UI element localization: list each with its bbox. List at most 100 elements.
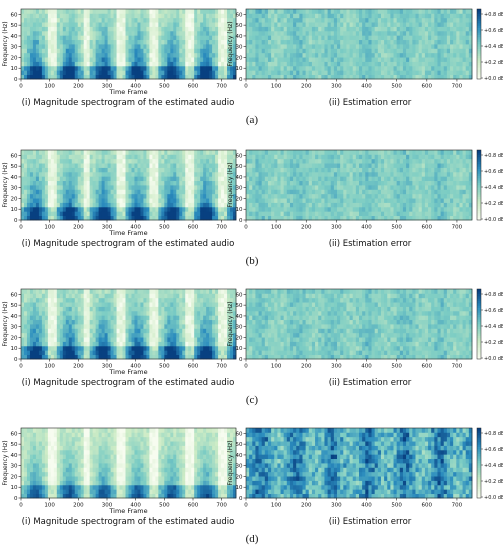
heatmap-cell (77, 9, 82, 14)
heatmap-cell (459, 198, 463, 203)
heatmap-cell (161, 154, 165, 160)
heatmap-cell (246, 26, 250, 32)
heatmap-cell (396, 185, 401, 190)
heatmap-cell (233, 52, 237, 58)
heatmap-cell (212, 9, 216, 14)
heatmap-cell (368, 70, 372, 76)
heatmap-cell (29, 354, 34, 360)
heatmap-cell (65, 9, 70, 14)
heatmap-cell (271, 13, 275, 19)
heatmap-cell (221, 176, 225, 182)
heatmap-cell (32, 215, 37, 221)
heatmap-cell (170, 13, 174, 19)
heatmap-cell (377, 180, 382, 186)
heatmap-cell (218, 150, 222, 155)
heatmap-cell (393, 9, 398, 14)
heatmap-cell (197, 9, 201, 14)
heatmap-cell (468, 202, 473, 208)
heatmap-cell (155, 9, 159, 14)
heatmap-cell (252, 65, 256, 71)
heatmap-cell (29, 337, 34, 342)
heatmap-cell (387, 185, 391, 190)
heatmap-cell (227, 44, 231, 49)
heatmap-cell (352, 211, 357, 217)
heatmap-cell (233, 163, 237, 168)
y-tick-label: 30 (236, 186, 243, 192)
heatmap-cell (399, 48, 404, 54)
heatmap-cell (387, 158, 391, 164)
heatmap-cell (377, 44, 382, 49)
heatmap-cell (390, 57, 394, 62)
heatmap-cell (305, 167, 310, 173)
heatmap-cell (188, 154, 192, 160)
heatmap-cell (32, 319, 37, 325)
heatmap-cell (155, 48, 159, 54)
heatmap-cell (53, 176, 58, 182)
heatmap-cell (83, 52, 88, 58)
heatmap-cell (402, 150, 407, 155)
heatmap-cell (209, 52, 213, 58)
heatmap-cell (453, 65, 457, 71)
heatmap-cell (456, 163, 460, 168)
heatmap-cell (396, 176, 401, 182)
heatmap-cell (415, 158, 420, 164)
heatmap-cell (209, 211, 213, 217)
heatmap-cell (65, 206, 70, 212)
heatmap-cell (333, 202, 338, 208)
heatmap-cell (95, 13, 100, 19)
heatmap-cell (191, 189, 195, 195)
heatmap-cell (453, 44, 457, 49)
heatmap-cell (230, 26, 234, 32)
heatmap-cell (450, 206, 454, 212)
heatmap-cell (92, 17, 97, 23)
heatmap-cell (92, 52, 97, 58)
heatmap-cell (308, 9, 313, 14)
heatmap-cell (89, 202, 94, 208)
heatmap-cell (59, 22, 64, 27)
heatmap-cell (56, 198, 61, 203)
heatmap-cell (418, 189, 423, 195)
heatmap-cells (21, 9, 237, 80)
heatmap-cell (390, 176, 394, 182)
heatmap-cell (80, 206, 85, 212)
heatmap-cell (318, 30, 322, 36)
heatmap-cell (230, 163, 234, 168)
heatmap-cell (333, 211, 338, 217)
heatmap-cell (44, 297, 49, 303)
heatmap-cell (346, 35, 350, 41)
heatmap-cell (161, 26, 165, 32)
heatmap-cell (68, 52, 73, 58)
heatmap-cell (321, 176, 325, 182)
heatmap-cell (65, 13, 70, 19)
heatmap-cell (277, 26, 281, 32)
heatmap-cell (23, 354, 28, 360)
heatmap-cell (164, 202, 168, 208)
x-tick-label: 0 (19, 225, 23, 231)
heatmap-cell (380, 74, 385, 80)
heatmap-cell (280, 39, 285, 45)
heatmap-cell (113, 215, 117, 221)
heatmap-cell (44, 70, 49, 76)
heatmap-cell (289, 163, 294, 168)
heatmap-cell (346, 22, 350, 27)
heatmap-cell (71, 74, 76, 80)
heatmap-cell (59, 39, 64, 45)
heatmap-cell (191, 61, 195, 67)
heatmap-cell (412, 215, 416, 221)
heatmap-cell (83, 158, 88, 164)
heatmap-cell (59, 202, 64, 208)
heatmap-cell (188, 30, 192, 36)
heatmap-cell (53, 154, 58, 160)
heatmap-cell (134, 39, 138, 45)
heatmap-cell (421, 61, 426, 67)
heatmap-cell (283, 206, 288, 212)
heatmap-cell (415, 52, 420, 58)
heatmap-cell (264, 185, 269, 190)
colorbar-step (477, 185, 481, 188)
heatmap-cell (428, 189, 432, 195)
heatmap-cell (137, 193, 141, 199)
heatmap-cell (185, 57, 189, 62)
heatmap-cell (349, 211, 354, 217)
heatmap-cell (80, 39, 85, 45)
heatmap-cell (271, 35, 275, 41)
